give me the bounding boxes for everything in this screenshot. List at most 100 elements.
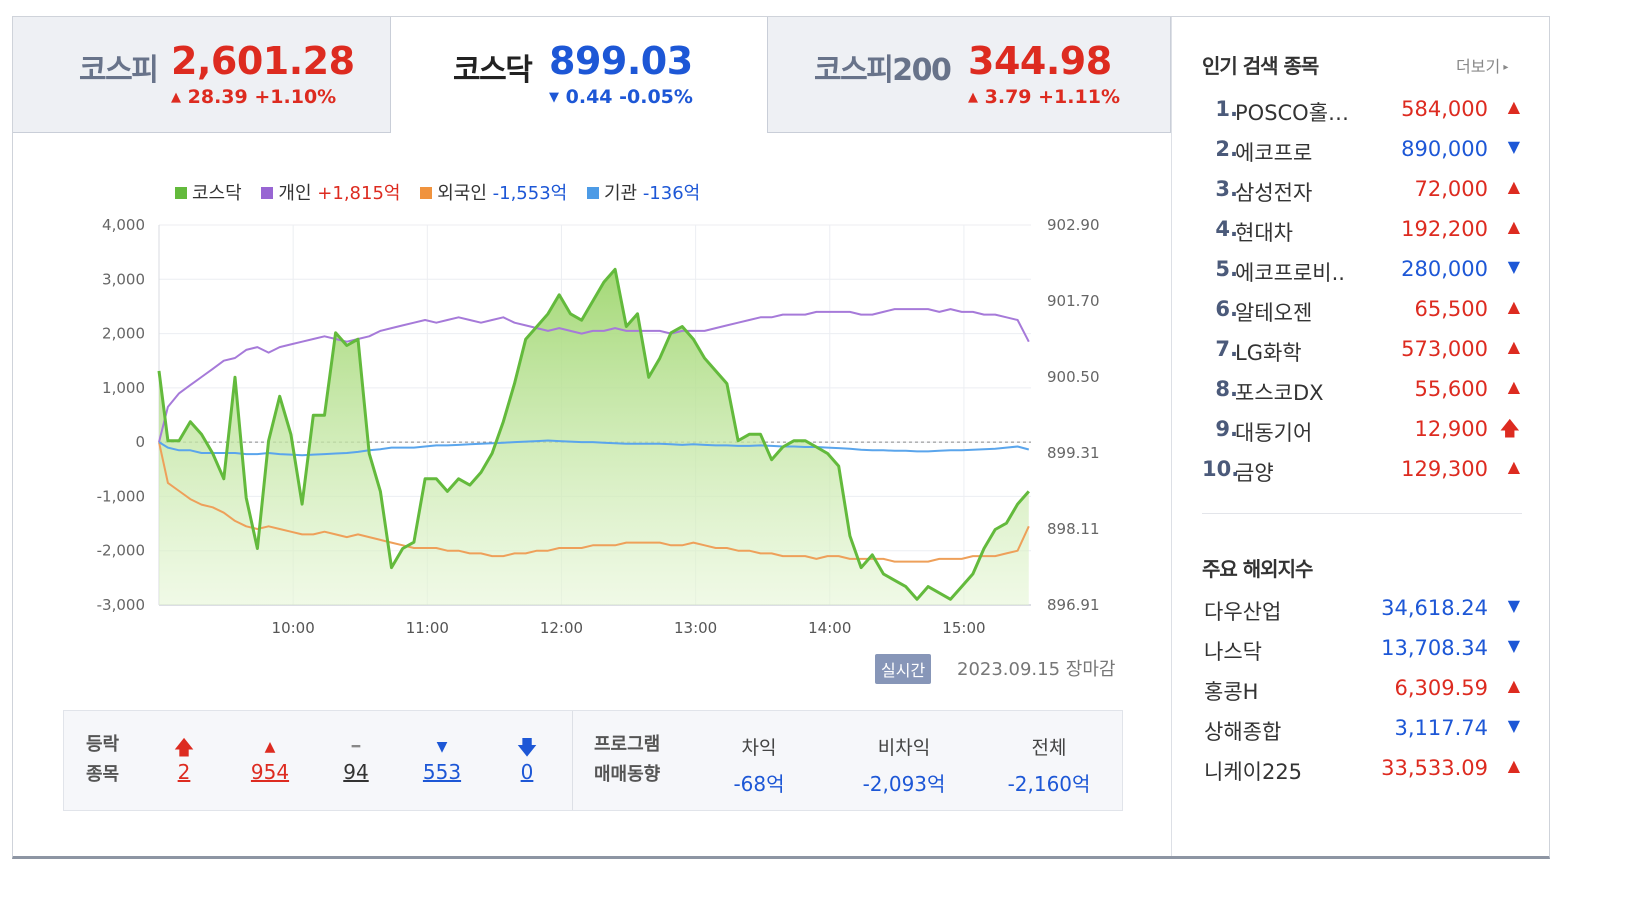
tab-value: 2,601.28: [171, 39, 355, 83]
limit-up-icon: 🡅: [173, 735, 195, 759]
stock-price: 55,600: [1414, 377, 1488, 401]
tab-value: 344.98: [968, 39, 1112, 83]
tab-kospi200[interactable]: 코스피200 344.98 ▲ 3.79 +1.11%: [768, 17, 1171, 133]
popular-list: 1. POSCO홀… 584,000 ▲ 2. 에코프로 890,000 ▼ 3. 삼성전자 72,…: [1202, 91, 1522, 491]
world-index-list: 다우산업 34,618.24 ▼ 나스닥 13,708.34 ▼ 홍콩H 6,309.59 ▲ 상…: [1202, 590, 1522, 790]
list-item[interactable]: 9. 대동기어 12,900 🡅: [1202, 411, 1522, 451]
up-arrow-icon: ▲: [1507, 377, 1520, 396]
y-left-tick-label: 0: [135, 433, 145, 451]
side-panel: 인기 검색 종목 더보기 ▸ 1. POSCO홀… 584,000 ▲ 2. 에코프로 89…: [1171, 17, 1549, 856]
program-total: 전체 -2,160억: [1007, 737, 1091, 796]
down-arrow-icon: ▼: [549, 90, 559, 105]
y-left-tick-label: -1,000: [97, 487, 145, 505]
x-tick-label: 15:00: [942, 619, 985, 637]
up-arrow-icon: ▲: [264, 739, 276, 755]
legend-item-individual: 개인 +1,815억: [261, 179, 400, 205]
y-left-tick-label: -3,000: [97, 596, 145, 614]
divider: [1202, 513, 1522, 514]
list-item[interactable]: 7. LG화학 573,000 ▲: [1202, 331, 1522, 371]
timestamp: 2023.09.15 장마감: [957, 659, 1116, 680]
tab-value: 899.03: [549, 39, 693, 83]
list-item[interactable]: 홍콩H 6,309.59 ▲: [1202, 670, 1522, 710]
stock-price: 280,000: [1401, 257, 1488, 281]
up-arrow-icon: ▲: [1507, 217, 1520, 236]
index-name: 다우산업: [1204, 600, 1282, 624]
up-arrow-icon: ▲: [1507, 97, 1520, 116]
list-item[interactable]: 3. 삼성전자 72,000 ▲: [1202, 171, 1522, 211]
more-link[interactable]: 더보기 ▸: [1456, 57, 1509, 76]
index-name: 나스닥: [1204, 640, 1262, 664]
flat-icon: ━: [351, 739, 361, 755]
up-arrow-icon: ▲: [1507, 177, 1520, 196]
stock-name: 삼성전자: [1235, 181, 1313, 205]
stock-name: 알테오젠: [1235, 301, 1313, 325]
rank-number: 9.: [1215, 417, 1238, 441]
list-item[interactable]: 나스닥 13,708.34 ▼: [1202, 630, 1522, 670]
realtime-badge: 실시간: [875, 654, 932, 684]
stock-price: 65,500: [1414, 297, 1488, 321]
intraday-chart: 4,000 3,000 2,000 1,000 0 -1,000 -2,000 -3,000 9…: [97, 216, 1100, 637]
list-item[interactable]: 4. 현대차 192,200 ▲: [1202, 211, 1522, 251]
y-left-tick-label: 4,000: [102, 216, 145, 234]
unchanged-count[interactable]: ━ 94: [326, 728, 386, 784]
limit-down-count[interactable]: 🡇 0: [497, 728, 557, 784]
y-right-tick-label: 901.70: [1047, 292, 1100, 310]
rank-number: 10.: [1202, 457, 1240, 481]
x-tick-label: 13:00: [674, 619, 717, 637]
tab-change: ▲ 3.79 +1.11%: [968, 86, 1120, 108]
up-arrow-icon: 🡅: [1499, 416, 1520, 440]
advance-decline-label: 등락 종목: [86, 734, 120, 785]
stock-name: LG화학: [1235, 341, 1302, 365]
market-widget: 코스피 2,601.28 ▲ 28.39 +1.10% 코스닥 899.03 ▼…: [12, 16, 1550, 859]
tab-change: ▲ 28.39 +1.10%: [171, 86, 337, 108]
y-left-tick-label: 1,000: [102, 379, 145, 397]
stock-name: 금양: [1235, 461, 1274, 485]
list-item[interactable]: 2. 에코프로 890,000 ▼: [1202, 131, 1522, 171]
tab-kosdaq[interactable]: 코스닥 899.03 ▼ 0.44 -0.05%: [391, 17, 768, 133]
list-item[interactable]: 1. POSCO홀… 584,000 ▲: [1202, 91, 1522, 131]
y-left-tick-label: 3,000: [102, 270, 145, 288]
stock-name: 에코프로비..: [1235, 261, 1345, 285]
index-price: 34,618.24: [1381, 596, 1488, 620]
tab-kospi[interactable]: 코스피 2,601.28 ▲ 28.39 +1.10%: [13, 17, 391, 133]
limit-up-count[interactable]: 🡅 2: [154, 728, 214, 784]
y-left-tick-label: -2,000: [97, 542, 145, 560]
rank-number: 6.: [1215, 297, 1238, 321]
index-price: 13,708.34: [1381, 636, 1488, 660]
list-item[interactable]: 6. 알테오젠 65,500 ▲: [1202, 291, 1522, 331]
list-item[interactable]: 니케이225 33,533.09 ▲: [1202, 750, 1522, 790]
x-tick-label: 12:00: [540, 619, 583, 637]
stock-name: 현대차: [1235, 221, 1293, 245]
list-item[interactable]: 5. 에코프로비.. 280,000 ▼: [1202, 251, 1522, 291]
program-trading-label: 프로그램 매매동향: [594, 734, 661, 785]
legend-swatch: [175, 187, 187, 199]
stock-price: 890,000: [1401, 137, 1488, 161]
series-line-individual: [158, 308, 1030, 443]
chart-legend: 코스닥 개인 +1,815억 외국인 -1,553억 기관 -136억: [175, 179, 714, 205]
list-item[interactable]: 8. 포스코DX 55,600 ▲: [1202, 371, 1522, 411]
stock-price: 584,000: [1401, 97, 1488, 121]
decline-count[interactable]: ▼ 553: [412, 728, 472, 784]
up-arrow-icon: ▲: [968, 90, 978, 105]
index-price: 3,117.74: [1394, 716, 1488, 740]
down-arrow-icon: ▼: [1507, 596, 1520, 615]
list-item[interactable]: 다우산업 34,618.24 ▼: [1202, 590, 1522, 630]
advance-count[interactable]: ▲ 954: [240, 728, 300, 784]
tab-name: 코스피200: [814, 53, 952, 88]
x-tick-label: 11:00: [406, 619, 449, 637]
list-item[interactable]: 상해종합 3,117.74 ▼: [1202, 710, 1522, 750]
kosdaq-area: [159, 269, 1029, 605]
series-line-foreign: [158, 441, 1030, 563]
index-price: 33,533.09: [1381, 756, 1488, 780]
up-arrow-icon: ▲: [1507, 297, 1520, 316]
up-arrow-icon: ▲: [1507, 457, 1520, 476]
down-arrow-icon: ▼: [1507, 716, 1520, 735]
legend-item-institution: 기관 -136억: [586, 179, 700, 205]
world-title: 주요 해외지수: [1202, 557, 1313, 581]
stock-price: 192,200: [1401, 217, 1488, 241]
rank-number: 2.: [1215, 137, 1238, 161]
program-arbitrage: 차익 -68억: [733, 737, 785, 796]
list-item[interactable]: 10. 금양 129,300 ▲: [1202, 451, 1522, 491]
index-tabs: 코스피 2,601.28 ▲ 28.39 +1.10% 코스닥 899.03 ▼…: [13, 17, 1171, 133]
down-arrow-icon: ▼: [436, 739, 448, 755]
